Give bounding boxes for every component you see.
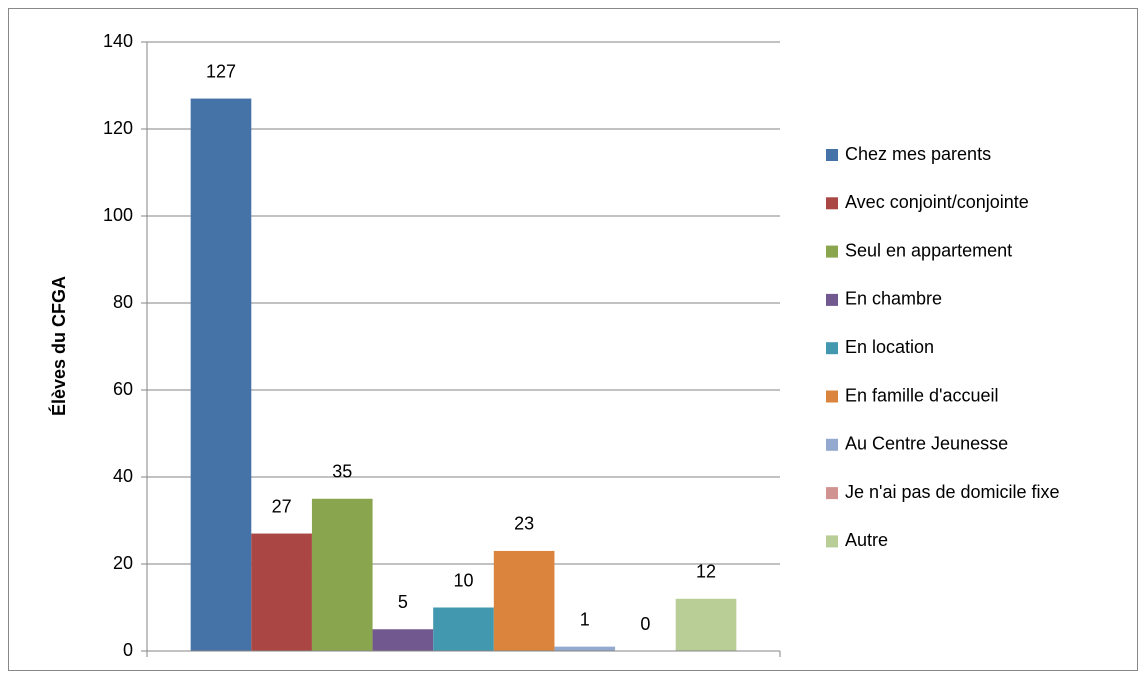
legend-label: Chez mes parents [845,144,991,164]
y-tick-label: 20 [113,553,133,573]
data-label: 1 [580,609,590,629]
data-label: 127 [206,61,236,81]
legend-swatch [826,390,838,403]
bar [311,498,373,651]
legend-label: En chambre [845,289,942,309]
y-tick-label: 0 [123,640,133,660]
data-label: 10 [453,570,473,590]
legend-swatch [826,342,838,355]
legend-swatch [826,438,838,451]
legend-label: En famille d'accueil [845,385,999,405]
legend-label: Au Centre Jeunesse [845,434,1008,454]
data-label: 5 [398,592,408,612]
legend-swatch [826,197,838,210]
bar [554,646,616,651]
y-tick-label: 40 [113,466,133,486]
data-label: 35 [332,462,352,482]
data-label: 27 [272,496,292,516]
legend-swatch [826,293,838,306]
y-axis-title: Élèves du CFGA [48,276,69,416]
bar [372,629,434,651]
bar [190,98,252,652]
legend-label: Je n'ai pas de domicile fixe [845,482,1060,502]
legend-swatch [826,245,838,258]
bar [433,607,494,651]
legend-label: Avec conjoint/conjointe [845,192,1029,212]
y-tick-label: 140 [103,31,133,51]
data-label: 12 [696,562,716,582]
bar [251,533,312,651]
y-tick-label: 60 [113,379,133,399]
legend-label: En location [845,337,934,357]
legend-label: Seul en appartement [845,240,1012,260]
chart-frame [8,8,1138,671]
legend-label: Autre [845,530,888,550]
bar [675,598,737,651]
legend-swatch [826,487,838,500]
y-tick-label: 80 [113,292,133,312]
y-tick-label: 120 [103,118,133,138]
legend-swatch [826,149,838,161]
data-label: 0 [640,614,650,634]
data-label: 23 [514,514,534,534]
legend-swatch [826,535,838,548]
bar [493,550,555,651]
y-tick-label: 100 [103,205,133,225]
